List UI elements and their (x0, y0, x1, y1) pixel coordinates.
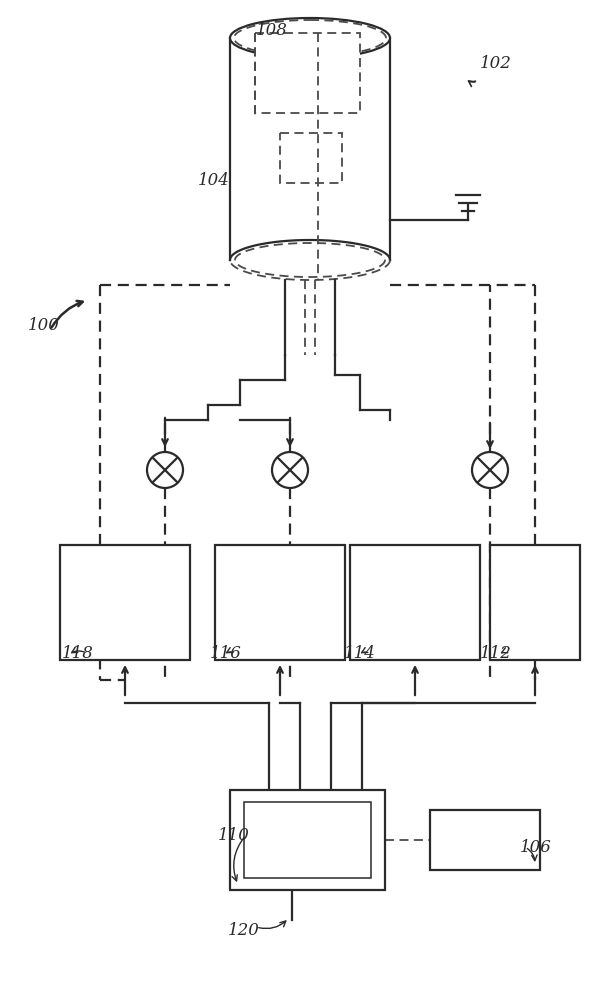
Text: 108: 108 (256, 22, 288, 39)
Bar (350, 545, 480, 660)
Text: 120: 120 (228, 922, 260, 939)
Bar (430, 810, 540, 870)
Bar (280, 133, 342, 183)
Bar (215, 545, 345, 660)
Text: 118: 118 (62, 645, 94, 662)
Ellipse shape (230, 18, 390, 58)
Text: 106: 106 (520, 839, 552, 856)
Text: 104: 104 (198, 172, 230, 189)
Bar (60, 545, 190, 660)
Circle shape (272, 452, 308, 488)
Text: 116: 116 (210, 645, 242, 662)
Bar (230, 790, 385, 890)
Text: 112: 112 (480, 645, 512, 662)
Text: 102: 102 (480, 55, 512, 72)
Bar (244, 802, 371, 878)
Circle shape (147, 452, 183, 488)
Circle shape (472, 452, 508, 488)
Text: 100: 100 (28, 317, 60, 334)
Text: 110: 110 (218, 827, 250, 844)
Bar (255, 33, 360, 113)
Text: 114: 114 (344, 645, 376, 662)
Bar (490, 545, 580, 660)
